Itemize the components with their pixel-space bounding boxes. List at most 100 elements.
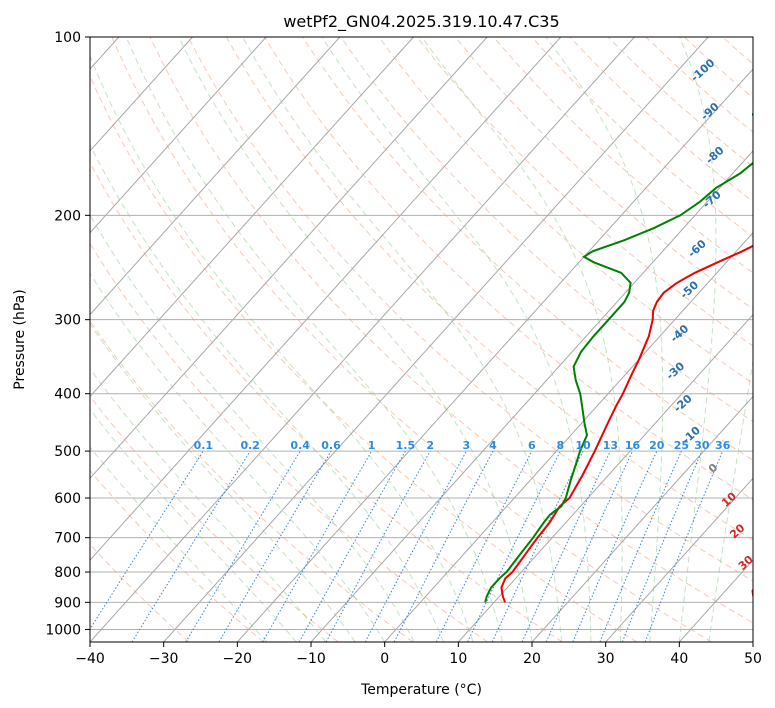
moist-adiabat-line	[125, 37, 503, 642]
profile-series	[484, 112, 753, 603]
mixing-ratio-label: 36	[715, 439, 731, 452]
dry-adiabat-line	[149, 37, 753, 624]
x-axis-ticks: −40 −30 −20 −10 0 10 20 30 40 50	[75, 642, 762, 667]
moist-adiabat-line	[90, 213, 415, 642]
isotherm-line	[90, 37, 562, 561]
mixing-ratio-label: 1	[368, 439, 376, 452]
moist-adiabat-line	[90, 323, 356, 642]
y-tick-label: 300	[54, 313, 81, 329]
isotherm-line	[310, 150, 753, 642]
moist-adiabat-line	[545, 37, 664, 642]
x-tick-label: 30	[597, 651, 615, 667]
mixing-ratio-label: 16	[625, 439, 641, 452]
chart-title: wetPf2_GN04.2025.319.10.47.C35	[283, 12, 559, 32]
moist-adiabat-line	[90, 446, 268, 642]
plot-frame	[89, 36, 754, 643]
mixing-ratio-lines	[90, 450, 724, 642]
isotherm-line	[384, 231, 753, 642]
dry-adiabat-line	[90, 469, 264, 642]
isotherm-line	[531, 395, 753, 642]
mixing-ratio-line	[185, 450, 301, 642]
mixing-ratio-line	[621, 450, 703, 642]
mixing-ratio-line	[131, 450, 251, 642]
y-tick-label: 500	[54, 444, 81, 460]
moist-adiabat-line	[90, 143, 445, 642]
dry-adiabat-line	[90, 543, 190, 642]
isotherm-line	[236, 68, 753, 642]
mixing-ratio-line	[325, 450, 431, 642]
moist-adiabat-line	[321, 37, 592, 642]
mixing-ratio-line	[435, 450, 533, 642]
mixing-ratio-label: 8	[557, 439, 565, 452]
mixing-ratio-label: 0.1	[194, 439, 214, 452]
dewpoint-profile-line	[484, 112, 753, 603]
moist-adiabat-line	[90, 272, 386, 642]
mixing-ratio-line	[545, 450, 633, 642]
moist-adiabat-line	[421, 37, 623, 642]
mixing-ratio-label: 2	[426, 439, 434, 452]
temperature-profile-line	[500, 244, 753, 603]
moist-adiabat-line	[678, 37, 717, 642]
dry-adiabat-line	[90, 395, 339, 642]
mixing-ratio-line	[572, 450, 658, 642]
y-tick-label: 100	[54, 30, 81, 46]
x-tick-label: −30	[149, 651, 179, 667]
moist-adiabat-line	[90, 367, 327, 642]
isotherm-line	[90, 37, 488, 480]
mixing-ratio-line	[599, 450, 682, 642]
temperature-isopleth-label: 40	[747, 581, 767, 601]
y-tick-label: 600	[54, 491, 81, 507]
mixing-ratio-line	[644, 450, 724, 642]
dry-adiabat-line	[90, 242, 488, 642]
y-tick-label: 400	[54, 387, 81, 403]
x-tick-label: −40	[75, 651, 105, 667]
x-axis-label: Temperature (°C)	[360, 682, 482, 698]
mixing-ratio-line	[364, 450, 467, 642]
moist-adiabat-line	[242, 37, 562, 642]
x-tick-label: 20	[523, 651, 541, 667]
isopleth-labels: 0.1 0.2 0.4 0.6 1 1.5 2 3 4 6 8 10 13 16 20 25 30 36-100-…	[194, 56, 767, 601]
isobar-gridlines	[90, 37, 753, 630]
dry-adiabat-line	[416, 37, 753, 347]
mixing-ratio-line	[298, 450, 406, 642]
dry-adiabat-line	[454, 37, 753, 310]
mixing-ratio-label: 20	[649, 439, 665, 452]
y-tick-label: 800	[54, 565, 81, 581]
y-tick-label: 1000	[45, 622, 81, 638]
mixing-ratio-label: 30	[694, 439, 710, 452]
y-tick-label: 200	[54, 208, 81, 224]
y-tick-label: 700	[54, 531, 81, 547]
mixing-ratio-label: 10	[575, 439, 591, 452]
moist-adiabat-line	[178, 37, 533, 642]
x-tick-label: 10	[449, 651, 467, 667]
mixing-ratio-label: 6	[528, 439, 536, 452]
isotherm-line	[90, 37, 267, 234]
moist-adiabat-line	[90, 408, 297, 642]
y-axis-label: Pressure (hPa)	[12, 289, 28, 389]
mixing-ratio-label: 13	[603, 439, 618, 452]
x-tick-label: 0	[380, 651, 389, 667]
isotherm-line	[457, 313, 753, 642]
isotherm-line	[90, 37, 193, 152]
y-tick-label: 900	[54, 595, 81, 611]
moist-adiabats	[90, 37, 753, 642]
mixing-ratio-label: 4	[489, 439, 497, 452]
mixing-ratio-label: 1.5	[396, 439, 416, 452]
isotherm-line	[163, 37, 709, 642]
isotherm-line	[90, 37, 414, 398]
y-axis-ticks: 100 200 300 400 500 600 700 800 900 1000	[45, 30, 90, 638]
x-tick-label: −20	[223, 651, 253, 667]
moist-adiabat-line	[708, 358, 753, 642]
isotherm-line	[90, 37, 635, 642]
mixing-ratio-label: 3	[463, 439, 471, 452]
mixing-ratio-line	[521, 450, 611, 642]
mixing-ratio-label: 0.2	[240, 439, 260, 452]
mixing-ratio-label: 0.4	[290, 439, 310, 452]
mixing-ratio-label: 0.6	[321, 439, 341, 452]
x-tick-label: 50	[744, 651, 762, 667]
isotherm-gridlines	[90, 37, 753, 642]
mixing-ratio-line	[393, 450, 494, 642]
isotherm-line	[90, 37, 341, 316]
